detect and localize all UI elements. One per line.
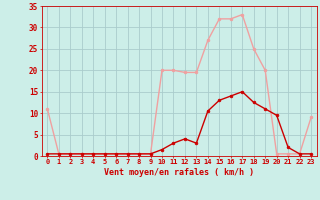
X-axis label: Vent moyen/en rafales ( km/h ): Vent moyen/en rafales ( km/h ) [104,168,254,177]
